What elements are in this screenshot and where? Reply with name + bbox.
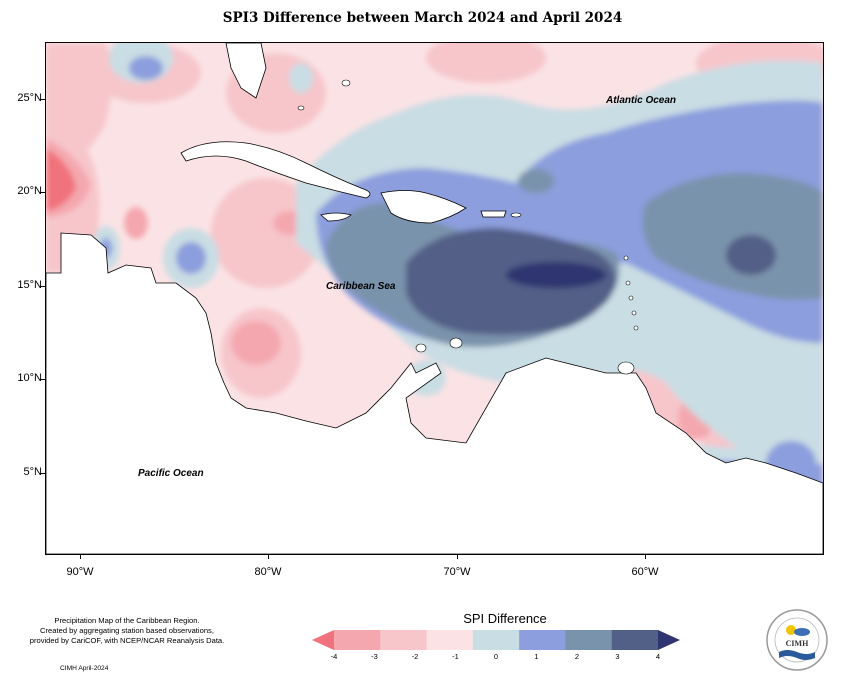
lon-tick xyxy=(457,554,458,559)
footnote-line1: Precipitation Map of the Caribbean Regio… xyxy=(54,616,200,625)
lon-tick xyxy=(268,554,269,559)
cimh-logo: CIMH xyxy=(766,609,828,671)
legend-tick-label: 1 xyxy=(534,652,539,661)
land-outlines xyxy=(46,43,823,554)
legend-tick-label: -3 xyxy=(371,652,378,661)
atlantic-ocean-label: Atlantic Ocean xyxy=(606,95,677,106)
legend-arrow-low xyxy=(312,630,334,650)
map-footnote: Precipitation Map of the Caribbean Regio… xyxy=(12,616,242,646)
legend-swatch xyxy=(380,630,428,650)
legend-swatch xyxy=(334,630,381,650)
lat-label-20n: 20°N xyxy=(17,185,42,197)
legend-swatch xyxy=(519,630,566,650)
legend-swatch xyxy=(611,630,659,650)
legend-swatches xyxy=(334,630,659,650)
footnote-credit: CIMH April-2024 xyxy=(60,665,109,672)
lat-tick xyxy=(40,286,45,287)
legend-tick-label: 3 xyxy=(615,652,620,661)
lat-label-25n: 25°N xyxy=(17,92,42,104)
logo-sun-icon xyxy=(786,625,796,635)
legend-arrow-high xyxy=(658,630,680,650)
legend-tick-label: 2 xyxy=(574,652,580,661)
lat-label-5n: 5°N xyxy=(23,466,42,478)
lat-tick xyxy=(40,99,45,100)
lon-tick xyxy=(80,554,81,559)
logo-water-icon xyxy=(779,650,815,660)
lat-tick xyxy=(40,473,45,474)
legend-tick-label: 0 xyxy=(493,652,499,661)
legend-colorbar xyxy=(312,630,680,650)
lat-label-15n: 15°N xyxy=(17,279,42,291)
spi-field-svg xyxy=(46,43,823,554)
pacific-ocean-label: Pacific Ocean xyxy=(138,468,204,479)
lat-tick xyxy=(40,192,45,193)
spi-map: Atlantic Ocean Caribbean Sea Pacific Oce… xyxy=(45,42,824,555)
legend-title: SPI Difference xyxy=(463,611,547,626)
lon-label-90w: 90°W xyxy=(66,566,94,578)
footnote-line3: provided by CariCOF, with NCEP/NCAR Rean… xyxy=(29,636,225,645)
lon-label-80w: 80°W xyxy=(254,566,282,578)
legend-swatch xyxy=(565,630,613,650)
legend-tick-label: -2 xyxy=(411,652,419,661)
lon-label-60w: 60°W xyxy=(631,566,659,578)
legend-swatch xyxy=(472,630,520,650)
lat-label-10n: 10°N xyxy=(17,372,42,384)
logo-text: CIMH xyxy=(786,639,809,648)
legend-tick-label: -1 xyxy=(452,652,459,661)
lat-tick xyxy=(40,379,45,380)
map-title: SPI3 Difference between March 2024 and A… xyxy=(222,10,623,26)
logo-cloud-icon xyxy=(794,628,810,636)
spi-contours xyxy=(46,43,823,554)
legend-tick-label: -4 xyxy=(330,652,338,661)
legend-swatch xyxy=(426,630,474,650)
small-islands xyxy=(297,79,639,375)
caribbean-sea-label: Caribbean Sea xyxy=(326,281,396,292)
legend-tick-label: 4 xyxy=(655,652,661,661)
lon-tick xyxy=(645,554,646,559)
lon-label-70w: 70°W xyxy=(443,566,471,578)
footnote-line2: Created by aggregating station based obs… xyxy=(40,626,214,635)
